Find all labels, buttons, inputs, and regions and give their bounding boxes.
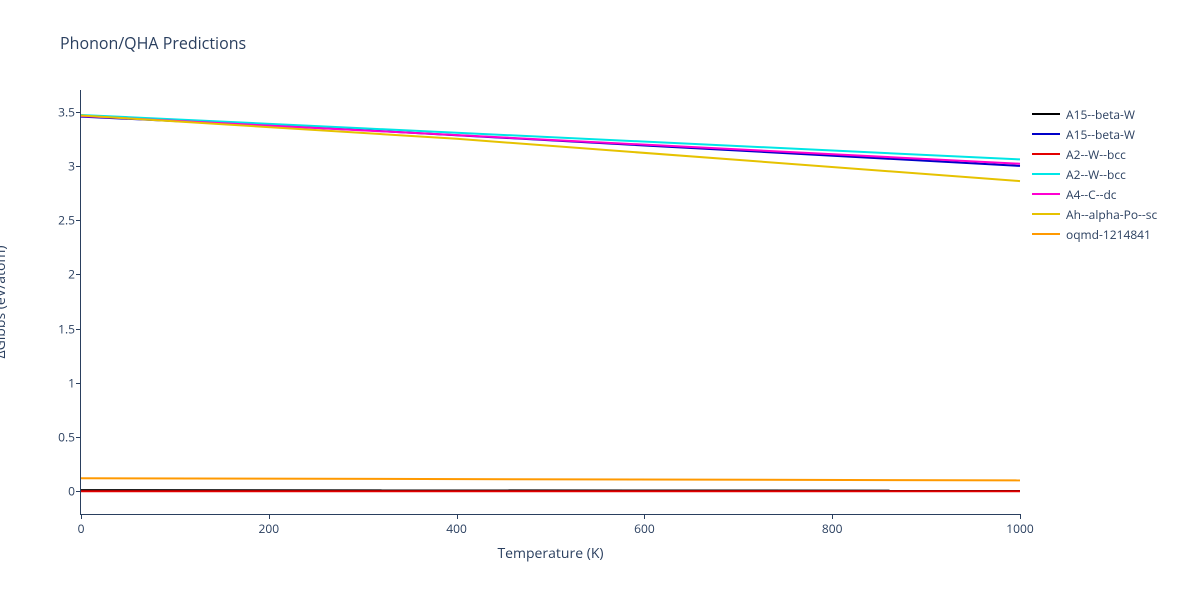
legend-label: A2--W--bcc [1066, 146, 1126, 163]
legend-item[interactable]: A15--beta-W [1032, 104, 1157, 124]
legend: A15--beta-W A15--beta-W A2--W--bcc A2--W--b… [1032, 104, 1157, 244]
y-tick-mark [76, 491, 81, 492]
series-line[interactable] [81, 478, 1020, 480]
y-tick-mark [76, 329, 81, 330]
y-tick-mark [76, 220, 81, 221]
legend-item[interactable]: A15--beta-W [1032, 124, 1157, 144]
legend-item[interactable]: oqmd-1214841 [1032, 224, 1157, 244]
y-tick-mark [76, 166, 81, 167]
legend-swatch [1032, 193, 1060, 195]
legend-swatch [1032, 213, 1060, 215]
x-tick-mark [269, 514, 270, 519]
legend-item[interactable]: A2--W--bcc [1032, 144, 1157, 164]
legend-label: A15--beta-W [1066, 126, 1135, 143]
x-tick-mark [832, 514, 833, 519]
legend-swatch [1032, 153, 1060, 155]
legend-swatch [1032, 113, 1060, 115]
plot-area: ΔGibbs (eV/atom) Temperature (K) 00.511.… [80, 90, 1020, 515]
series-line[interactable] [81, 116, 1020, 164]
legend-label: A4--C--dc [1066, 186, 1117, 203]
chart-lines [81, 90, 1020, 514]
legend-label: A2--W--bcc [1066, 166, 1126, 183]
x-axis-label: Temperature (K) [497, 544, 603, 563]
legend-swatch [1032, 133, 1060, 135]
legend-item[interactable]: A4--C--dc [1032, 184, 1157, 204]
x-tick-mark [644, 514, 645, 519]
legend-swatch [1032, 173, 1060, 175]
legend-label: oqmd-1214841 [1066, 226, 1151, 243]
legend-swatch [1032, 233, 1060, 235]
y-tick-mark [76, 112, 81, 113]
y-tick-mark [76, 437, 81, 438]
y-axis-label: ΔGibbs (eV/atom) [0, 245, 10, 358]
x-tick-mark [1020, 514, 1021, 519]
legend-label: A15--beta-W [1066, 106, 1135, 123]
legend-item[interactable]: Ah--alpha-Po--sc [1032, 204, 1157, 224]
legend-label: Ah--alpha-Po--sc [1066, 206, 1157, 223]
x-tick-mark [457, 514, 458, 519]
series-line[interactable] [81, 115, 1020, 159]
legend-item[interactable]: A2--W--bcc [1032, 164, 1157, 184]
y-tick-mark [76, 274, 81, 275]
series-line[interactable] [81, 115, 1020, 181]
x-tick-mark [81, 514, 82, 519]
y-tick-mark [76, 383, 81, 384]
chart-title: Phonon/QHA Predictions [60, 32, 246, 54]
